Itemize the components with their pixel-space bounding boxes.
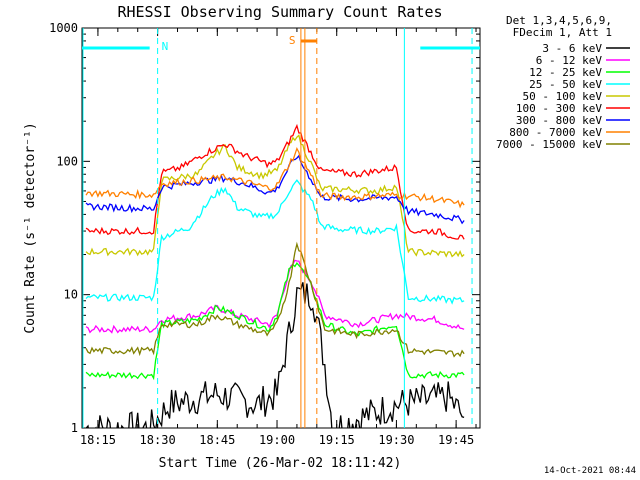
legend: Det 1,3,4,5,6,9,FDecim 1, Att 1 3 - 6 keV… bbox=[496, 14, 630, 151]
series-line-25to50keV bbox=[85, 179, 465, 305]
series-line-3to6keV bbox=[85, 282, 465, 428]
legend-entry-label: 800 - 7000 keV bbox=[509, 126, 602, 139]
legend-entry-label: 50 - 100 keV bbox=[523, 90, 603, 103]
series-line-800to7000keV bbox=[85, 146, 465, 209]
generated-timestamp: 14-Oct-2021 08:44 bbox=[543, 466, 636, 476]
legend-entry-label: 25 - 50 keV bbox=[529, 78, 602, 91]
night-annotation-label: N bbox=[162, 40, 169, 53]
legend-entry-label: 100 - 300 keV bbox=[516, 102, 602, 115]
legend-header-line: FDecim 1, Att 1 bbox=[513, 26, 612, 39]
plot-area-frame bbox=[81, 27, 481, 429]
saa-annotation-label: S bbox=[289, 34, 296, 47]
chart-title: RHESSI Observing Summary Count Rates bbox=[117, 3, 442, 21]
y-tick-label: 1 bbox=[71, 421, 78, 435]
series-line-100to300keV bbox=[85, 123, 465, 240]
legend-entry-label: 6 - 12 keV bbox=[536, 54, 603, 67]
y-tick-label: 1000 bbox=[49, 21, 78, 35]
legend-entry-label: 7000 - 15000 keV bbox=[496, 138, 602, 151]
y-axis-label: Count Rate (s⁻¹ detector⁻¹) bbox=[23, 122, 38, 333]
series-line-50to100keV bbox=[85, 134, 465, 258]
y-tick-label: 10 bbox=[64, 288, 78, 302]
x-tick-label: 19:15 bbox=[319, 433, 355, 447]
y-tick-label: 100 bbox=[56, 154, 78, 168]
legend-entry-label: 300 - 800 keV bbox=[516, 114, 602, 127]
x-tick-label: 18:30 bbox=[140, 433, 176, 447]
series-line-6to12keV bbox=[85, 259, 465, 334]
x-axis-label: Start Time (26-Mar-02 18:11:42) bbox=[159, 456, 402, 471]
x-tick-label: 18:15 bbox=[80, 433, 116, 447]
legend-header-line: Det 1,3,4,5,6,9, bbox=[506, 14, 612, 27]
x-tick-label: 18:45 bbox=[199, 433, 235, 447]
legend-entry-label: 3 - 6 keV bbox=[542, 42, 602, 55]
x-tick-label: 19:30 bbox=[378, 433, 414, 447]
series-line-7000to15000keV bbox=[85, 241, 465, 358]
legend-entry-label: 12 - 25 keV bbox=[529, 66, 602, 79]
series-line-12to25keV bbox=[85, 261, 465, 381]
x-tick-label: 19:00 bbox=[259, 433, 295, 447]
x-tick-label: 19:45 bbox=[438, 433, 474, 447]
series-line-300to800keV bbox=[85, 154, 465, 225]
